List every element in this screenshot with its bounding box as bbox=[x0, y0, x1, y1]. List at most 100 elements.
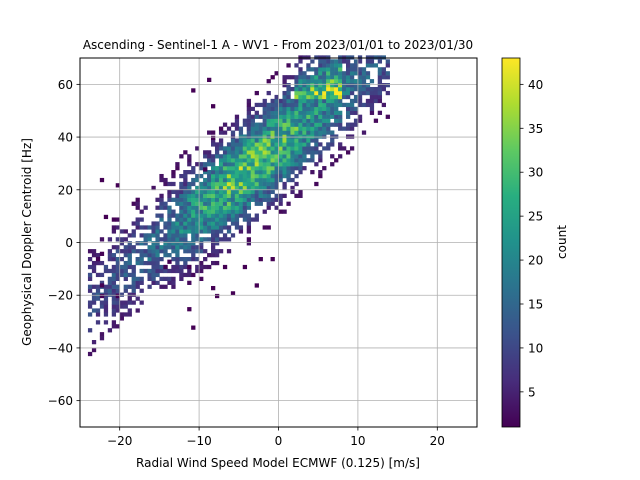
heatmap-cell bbox=[326, 55, 331, 60]
heatmap-cell bbox=[310, 158, 315, 163]
heatmap-cell bbox=[183, 225, 188, 230]
heatmap-cell bbox=[298, 134, 303, 139]
heatmap-cell bbox=[195, 193, 200, 198]
heatmap-cell bbox=[127, 249, 132, 254]
heatmap-cell bbox=[353, 67, 359, 72]
heatmap-cell bbox=[214, 146, 220, 151]
heatmap-cell bbox=[195, 264, 200, 270]
heatmap-cell bbox=[163, 177, 168, 183]
heatmap-cell bbox=[246, 213, 252, 218]
heatmap-cell bbox=[226, 154, 232, 159]
heatmap-cell bbox=[246, 185, 252, 191]
heatmap-cell bbox=[218, 209, 224, 214]
heatmap-cell bbox=[171, 268, 176, 274]
heatmap-cell bbox=[175, 249, 180, 254]
heatmap-cell bbox=[222, 150, 228, 155]
heatmap-cell bbox=[155, 249, 160, 254]
heatmap-cell bbox=[179, 205, 184, 210]
heatmap-cell bbox=[159, 213, 164, 218]
heatmap-cell bbox=[230, 162, 236, 167]
heatmap-cell bbox=[262, 209, 267, 214]
heatmap-cell bbox=[211, 130, 216, 135]
heatmap-cell bbox=[306, 138, 311, 143]
heatmap-cell bbox=[238, 209, 244, 214]
heatmap-cell bbox=[199, 249, 204, 254]
heatmap-cell bbox=[322, 122, 327, 127]
heatmap-cell bbox=[199, 217, 204, 222]
heatmap-cell bbox=[314, 106, 319, 112]
heatmap-cell bbox=[226, 126, 232, 131]
heatmap-cell bbox=[338, 59, 343, 64]
y-axis-label: Geophysical Doppler Centroid [Hz] bbox=[20, 138, 34, 346]
heatmap-cell bbox=[258, 181, 263, 187]
heatmap-cell bbox=[334, 102, 339, 108]
heatmap-cell bbox=[298, 126, 303, 131]
heatmap-cell bbox=[242, 185, 248, 191]
heatmap-cell bbox=[357, 67, 363, 72]
heatmap-cell bbox=[115, 264, 120, 270]
heatmap-cell bbox=[195, 268, 200, 274]
heatmap-cell bbox=[310, 83, 315, 88]
heatmap-cell bbox=[258, 197, 263, 202]
heatmap-cell bbox=[349, 71, 355, 76]
heatmap-cell bbox=[99, 237, 105, 242]
heatmap-cell bbox=[298, 130, 303, 135]
heatmap-cell bbox=[214, 221, 220, 226]
heatmap-cell bbox=[342, 94, 347, 100]
heatmap-cell bbox=[246, 110, 252, 115]
heatmap-cell bbox=[377, 86, 383, 92]
heatmap-cell bbox=[143, 268, 148, 274]
heatmap-cell bbox=[163, 253, 168, 258]
heatmap-cell bbox=[286, 90, 291, 96]
heatmap-cell bbox=[211, 285, 216, 291]
heatmap-cell bbox=[183, 173, 188, 179]
heatmap-cell bbox=[230, 193, 236, 198]
heatmap-cell bbox=[246, 130, 252, 135]
heatmap-cell bbox=[211, 104, 216, 109]
heatmap-cell bbox=[318, 130, 323, 135]
heatmap-cell bbox=[369, 55, 375, 60]
heatmap-cell bbox=[226, 146, 232, 151]
heatmap-cell bbox=[318, 142, 323, 147]
heatmap-cell bbox=[199, 225, 204, 230]
heatmap-cell bbox=[266, 173, 271, 179]
heatmap-cell bbox=[334, 134, 339, 139]
heatmap-cell bbox=[345, 114, 351, 119]
heatmap-cell bbox=[262, 106, 267, 112]
heatmap-cell bbox=[250, 138, 255, 143]
heatmap-cell bbox=[111, 280, 117, 285]
heatmap-cell bbox=[127, 233, 132, 238]
heatmap-cell bbox=[385, 75, 390, 80]
heatmap-cell bbox=[222, 185, 228, 191]
heatmap-cell bbox=[211, 173, 216, 179]
heatmap-cell bbox=[342, 102, 347, 108]
heatmap-cell bbox=[254, 177, 259, 183]
heatmap-cell bbox=[179, 272, 184, 278]
heatmap-cell bbox=[266, 185, 271, 191]
heatmap-cell bbox=[258, 142, 263, 147]
heatmap-cell bbox=[369, 102, 375, 108]
heatmap-cell bbox=[282, 122, 287, 127]
heatmap-cell bbox=[322, 102, 327, 108]
heatmap-cell bbox=[203, 221, 208, 226]
heatmap-cell bbox=[278, 158, 283, 163]
heatmap-cell bbox=[250, 173, 255, 179]
heatmap-cell bbox=[230, 221, 236, 226]
heatmap-cell bbox=[290, 177, 295, 183]
heatmap-cell bbox=[250, 142, 255, 147]
heatmap-cell bbox=[218, 177, 224, 183]
heatmap-cell bbox=[342, 79, 347, 84]
heatmap-cell bbox=[302, 71, 307, 76]
heatmap-cell bbox=[115, 324, 120, 329]
heatmap-cell bbox=[230, 197, 236, 202]
heatmap-cell bbox=[187, 264, 192, 270]
heatmap-cell bbox=[183, 181, 188, 187]
heatmap-cell bbox=[342, 59, 347, 64]
heatmap-cell bbox=[377, 83, 383, 88]
heatmap-cell bbox=[242, 189, 248, 195]
heatmap-cell bbox=[151, 249, 156, 254]
heatmap-cell bbox=[234, 217, 240, 222]
heatmap-cell bbox=[171, 229, 176, 234]
heatmap-cell bbox=[258, 114, 263, 119]
heatmap-cell bbox=[191, 170, 196, 175]
